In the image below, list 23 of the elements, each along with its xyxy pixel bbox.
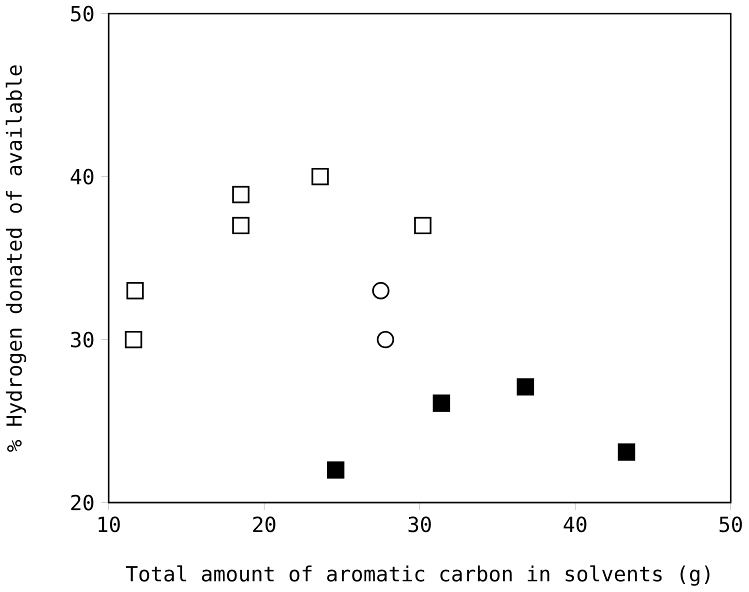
- point: [516, 378, 534, 396]
- x-tick-label: 50: [720, 516, 742, 532]
- y-tick-label: 40: [70, 168, 94, 185]
- y-tick-label: 50: [71, 6, 94, 22]
- x-tick-label: 40: [564, 516, 586, 532]
- point: [232, 217, 250, 234]
- point: [376, 331, 394, 349]
- point: [414, 217, 432, 234]
- point: [124, 331, 142, 349]
- point: [372, 282, 390, 300]
- x-tick-label: 10: [98, 516, 120, 532]
- y-axis-title: % Hydrogen donated of available: [6, 66, 26, 452]
- y-tick-label: 20: [71, 494, 94, 511]
- point: [126, 282, 144, 300]
- point: [311, 168, 329, 186]
- x-tick-label: 20: [253, 516, 276, 532]
- point: [432, 394, 450, 412]
- x-axis-title: Total amount of aromatic carbon in solvents (g): [126, 566, 710, 586]
- y-tick-label: 30: [71, 332, 94, 348]
- point: [327, 462, 344, 479]
- point: [232, 186, 250, 204]
- x-tick-label: 30: [408, 516, 431, 532]
- point: [618, 444, 636, 461]
